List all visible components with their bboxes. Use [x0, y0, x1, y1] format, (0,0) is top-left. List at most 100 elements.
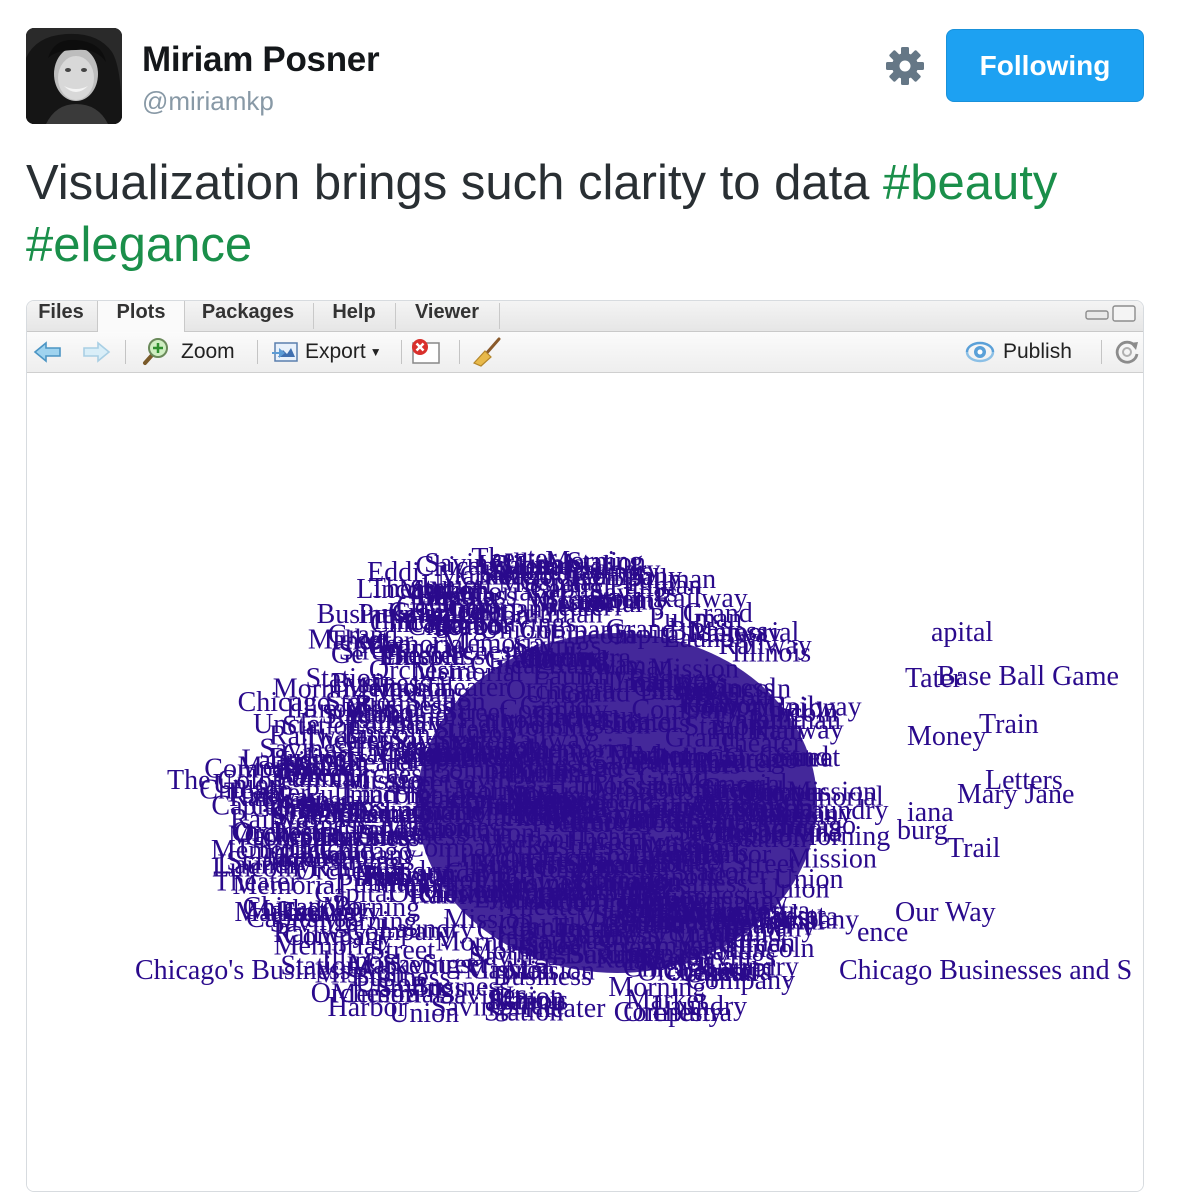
plot-label: Lincoln [212, 853, 299, 884]
plot-label: Company [284, 921, 393, 952]
plot-label: Money [907, 721, 986, 752]
plot-label: Savings [589, 578, 678, 609]
plot-label: Orchestra [302, 821, 411, 852]
plot-label: Capital [211, 791, 292, 822]
avatar[interactable] [26, 28, 122, 124]
plot-label: Union [421, 570, 491, 601]
tweet-body: Visualization brings such clarity to dat… [26, 156, 884, 210]
plot-label: Railway [276, 896, 369, 927]
plot-label: Chicago [392, 598, 485, 629]
plot-label: Memorial [532, 588, 643, 619]
plot-label: Chicago [370, 608, 463, 639]
plot-label: Union [389, 998, 459, 1029]
plot-label: Grand [429, 589, 499, 620]
plot-label: Railway [269, 721, 362, 752]
plot-label: Street [422, 949, 488, 980]
plot-label: Market [234, 897, 315, 928]
plot-label: Railway [688, 618, 781, 649]
tab-packages[interactable]: Packages [201, 301, 295, 323]
plot-label: Capital [470, 954, 551, 985]
maximize-icon [1112, 305, 1136, 322]
plot-label: Memorial [233, 870, 344, 901]
forward-arrow-icon[interactable] [81, 332, 111, 372]
plot-label: Lincoln [281, 746, 368, 777]
plot-label: Savings [424, 548, 513, 579]
plot-label: Station [281, 950, 360, 981]
plot-label: Grand [346, 725, 416, 756]
zoom-button[interactable]: Zoom [139, 332, 235, 372]
plot-label: Harbor [328, 992, 408, 1023]
publish-button[interactable]: Publish [963, 332, 1072, 372]
plot-label: Business [326, 704, 426, 735]
plot-label: Lincoln [418, 597, 505, 628]
export-label: Export [305, 340, 366, 363]
tweet-image[interactable]: Files Plots Packages Help Viewer [26, 300, 1144, 1192]
plot-label: Business [320, 822, 420, 853]
plot-label: Harbor [354, 862, 434, 893]
tab-divider [313, 303, 314, 329]
remove-plot-icon[interactable] [409, 332, 443, 372]
zoom-label: Zoom [181, 340, 235, 363]
plot-label: Illinois [322, 946, 401, 977]
plot-label: Harbor [346, 738, 426, 769]
plot-label: Savings [270, 908, 359, 939]
plot-label: Company [560, 585, 669, 616]
plot-label: Uncle [253, 709, 320, 740]
plot-label: Station [410, 575, 489, 606]
hashtag-elegance[interactable]: #elegance [26, 218, 253, 272]
plot-label: Company [396, 592, 505, 623]
plot-label: Station [282, 711, 361, 742]
plot-label: Business [331, 668, 431, 699]
plot-label: Capital [490, 550, 571, 581]
tab-plots[interactable]: Plots [97, 301, 185, 332]
plot-label: Illinois [286, 694, 365, 725]
plot-label: Illinois [372, 605, 451, 636]
plot-label: Laundry [652, 991, 747, 1022]
plot-label: Savings [488, 608, 577, 639]
plot-label: Business [354, 690, 454, 721]
plot-label: Chicago [460, 561, 553, 592]
plot-label: Company [251, 793, 360, 824]
plot-label: Chicago Businesses and S [839, 955, 1132, 986]
plot-label: Jack [263, 843, 313, 874]
hashtag-beauty[interactable]: #beauty [883, 156, 1058, 210]
plot-label: Savings [297, 792, 386, 823]
export-button[interactable]: Export ▼ [271, 332, 382, 372]
plot-label: Morning [372, 678, 470, 709]
following-button[interactable]: Following [946, 29, 1144, 102]
overplotted-labels-core [417, 633, 817, 973]
plot-label: Station [484, 997, 563, 1028]
plot-label: Pullman [338, 869, 431, 900]
plot-label: Street [303, 793, 369, 824]
refresh-icon[interactable] [1113, 332, 1141, 372]
plot-label: The Colore [167, 765, 294, 796]
author-handle[interactable]: @miriamkp [142, 86, 274, 116]
plot-label: Orchestra [369, 655, 478, 686]
broom-icon[interactable] [471, 332, 503, 372]
tab-files[interactable]: Files [38, 301, 84, 323]
plot-label: Laundry [241, 744, 336, 775]
plot-label: Market [308, 624, 389, 655]
plot-label: Station [306, 663, 385, 694]
tab-help[interactable]: Help [332, 301, 376, 323]
back-arrow-icon[interactable] [33, 332, 63, 372]
plot-label: Mary Jane [957, 779, 1074, 810]
plot-label: burg [897, 815, 948, 846]
plot-label: Laundry [566, 555, 661, 586]
plot-label: Company [686, 965, 795, 996]
plot-label: Station [567, 547, 646, 578]
publish-label: Publish [1003, 340, 1072, 363]
plot-label: Illinois [489, 985, 568, 1016]
plot-label: Theater [377, 640, 463, 671]
plot-label: Letters [985, 765, 1063, 796]
plot-label: Street [370, 935, 436, 966]
gear-icon[interactable] [883, 44, 927, 88]
author-name[interactable]: Miriam Posner [142, 40, 380, 79]
plot-label: Laundry [286, 897, 381, 928]
plot-label: Union [213, 769, 283, 800]
plot-label: Capital [246, 903, 327, 934]
tab-viewer[interactable]: Viewer [414, 301, 480, 323]
plot-label: Illinois [732, 637, 811, 668]
plot-label: Savings [377, 973, 466, 1004]
plot-label: iana [907, 797, 954, 828]
